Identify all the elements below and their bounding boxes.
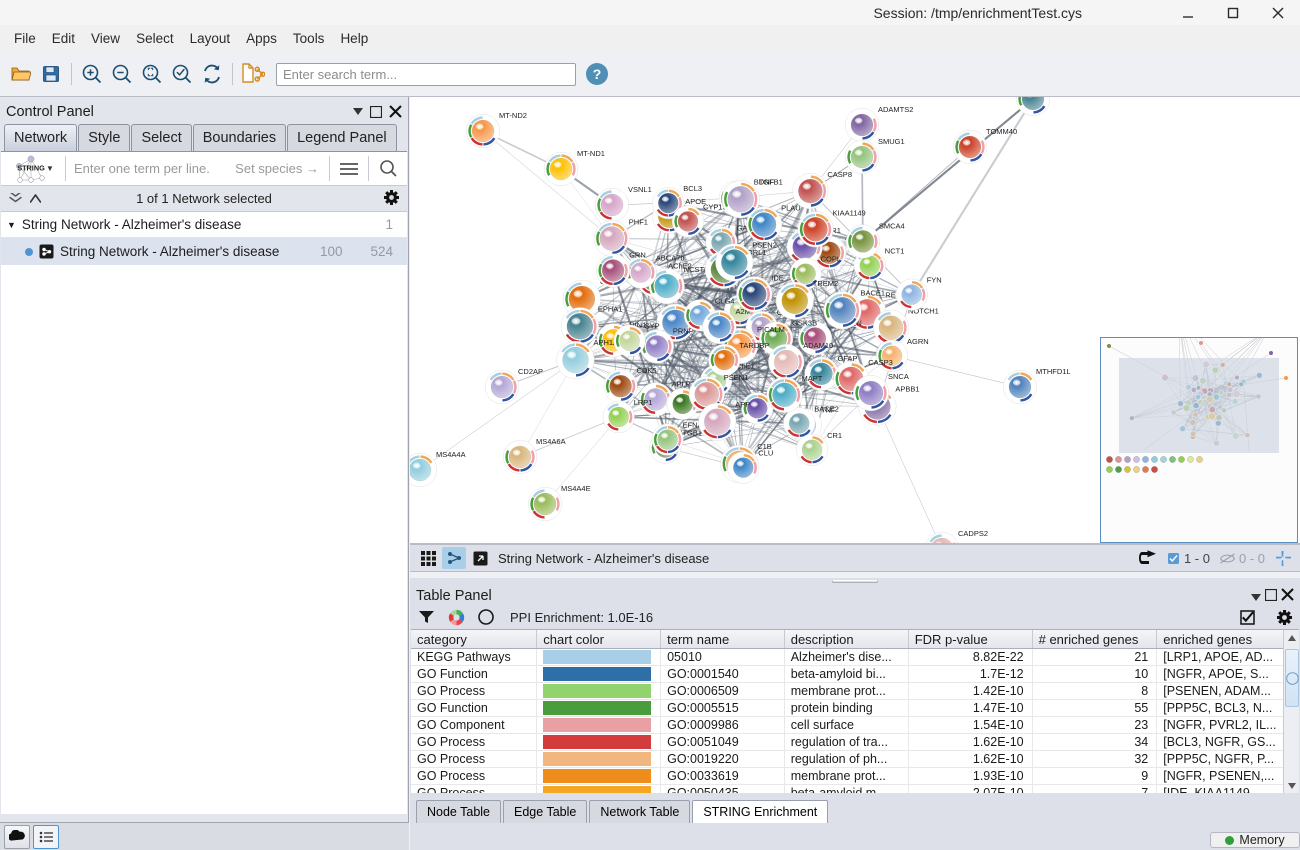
svg-text:BCL3: BCL3 [683, 184, 702, 193]
svg-text:COPL: COPL [821, 255, 841, 264]
svg-text:SYP: SYP [645, 322, 660, 331]
svg-text:ABCA7b: ABCA7b [656, 254, 685, 263]
svg-text:BACE2: BACE2 [814, 404, 839, 413]
svg-text:PLAU: PLAU [781, 204, 801, 213]
svg-text:IDE: IDE [771, 273, 784, 282]
svg-text:CASP8: CASP8 [827, 170, 852, 179]
svg-text:PSEN2: PSEN2 [752, 241, 777, 250]
svg-text:CADPS2: CADPS2 [958, 529, 988, 538]
svg-text:APBB1: APBB1 [895, 385, 919, 394]
svg-text:CLU: CLU [758, 449, 773, 458]
svg-text:MAPT: MAPT [802, 374, 823, 383]
svg-text:PICALM: PICALM [757, 325, 785, 334]
svg-text:MS4A4E: MS4A4E [561, 484, 591, 493]
svg-text:TARDBP: TARDBP [739, 341, 769, 350]
svg-text:PHF1: PHF1 [629, 218, 648, 227]
svg-text:ADAM10: ADAM10 [803, 341, 833, 350]
svg-text:CDK5: CDK5 [637, 366, 657, 375]
svg-text:CD2AP: CD2AP [518, 367, 543, 376]
svg-text:BACE1: BACE1 [861, 288, 886, 297]
svg-text:LRP1: LRP1 [634, 398, 653, 407]
svg-text:EPHA1: EPHA1 [598, 304, 623, 313]
svg-text:CR1: CR1 [827, 431, 842, 440]
svg-text:SMCA4: SMCA4 [879, 221, 905, 230]
svg-text:SMUG1: SMUG1 [878, 137, 905, 146]
svg-text:TGFB1: TGFB1 [759, 177, 783, 186]
svg-text:STRING: STRING [17, 163, 45, 172]
svg-text:FYN: FYN [927, 276, 942, 285]
svg-text:MS4A4A: MS4A4A [436, 450, 466, 459]
svg-text:ITGB1: ITGB1 [680, 429, 702, 438]
svg-text:TREM2: TREM2 [813, 279, 838, 288]
svg-text:TOMM40: TOMM40 [986, 127, 1017, 136]
svg-text:AGRN: AGRN [907, 337, 929, 346]
svg-text:KIAA1149: KIAA1149 [833, 208, 866, 217]
svg-text:NCT1: NCT1 [885, 247, 905, 256]
svg-text:GSK3B: GSK3B [792, 319, 817, 328]
svg-text:PSEN1: PSEN1 [724, 373, 749, 382]
svg-text:CASP3: CASP3 [868, 358, 893, 367]
svg-text:VSNL1: VSNL1 [628, 185, 652, 194]
svg-text:MT-ND1: MT-ND1 [577, 149, 605, 158]
svg-text:MS4A6A: MS4A6A [536, 437, 566, 446]
svg-text:ADAMTS2: ADAMTS2 [878, 105, 913, 114]
svg-text:APP: APP [735, 400, 750, 409]
svg-text:SNCA: SNCA [888, 372, 909, 381]
svg-text:MT-ND2: MT-ND2 [499, 111, 527, 120]
svg-text:GRN: GRN [629, 251, 646, 260]
svg-text:CLG4: CLG4 [715, 296, 735, 305]
svg-text:MTHFD1L: MTHFD1L [1036, 367, 1071, 376]
